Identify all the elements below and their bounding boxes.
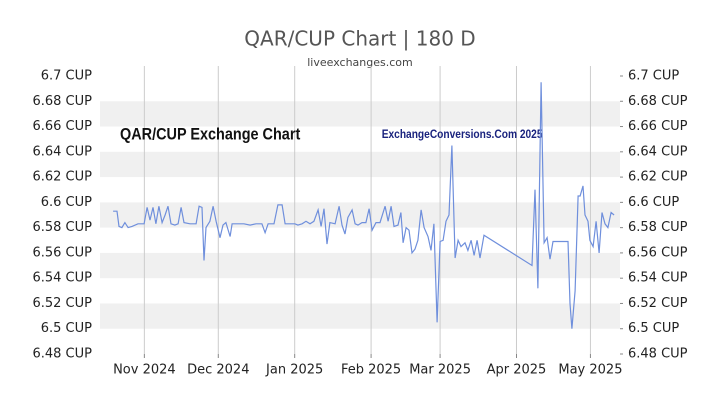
chart-title: QAR/CUP Chart | 180 D <box>244 27 475 51</box>
y2-tick-label: 6.68 CUP <box>628 94 688 109</box>
annotation: QAR/CUP Exchange Chart <box>120 125 301 143</box>
x-tick-label: Nov 2024 <box>113 363 176 378</box>
y-tick-label: 6.48 CUP <box>32 347 92 362</box>
x-tick-label: Dec 2024 <box>187 363 249 378</box>
y-tick-label: 6.7 CUP <box>41 69 92 84</box>
y2-tick-label: 6.58 CUP <box>628 220 688 235</box>
y2-tick-label: 6.7 CUP <box>628 69 679 84</box>
y2-tick-label: 6.52 CUP <box>628 296 688 311</box>
y-tick-label: 6.66 CUP <box>32 119 92 134</box>
chart-subtitle: liveexchanges.com <box>307 56 412 69</box>
x-tick-label: Jan 2025 <box>265 363 323 378</box>
y2-tick-label: 6.6 CUP <box>628 195 679 210</box>
y-tick-label: 6.58 CUP <box>32 220 92 235</box>
y-tick-label: 6.62 CUP <box>32 170 92 185</box>
grid-band <box>100 252 620 279</box>
grid-band <box>100 303 620 329</box>
y2-tick-label: 6.56 CUP <box>628 245 688 260</box>
y2-tick-label: 6.62 CUP <box>628 170 688 185</box>
y2-tick-label: 6.64 CUP <box>628 144 688 159</box>
grid-band <box>100 101 620 127</box>
annotation: ExchangeConversions.Com 2025 <box>382 128 543 141</box>
x-tick-label: Apr 2025 <box>487 363 547 378</box>
x-tick-label: Mar 2025 <box>409 363 471 378</box>
y-tick-label: 6.6 CUP <box>41 195 92 210</box>
x-tick-label: May 2025 <box>558 363 622 378</box>
y-tick-label: 6.56 CUP <box>32 245 92 260</box>
y-tick-label: 6.54 CUP <box>32 271 92 286</box>
x-tick-label: Feb 2025 <box>341 363 401 378</box>
grid-band <box>100 151 620 178</box>
y-tick-label: 6.68 CUP <box>32 94 92 109</box>
line-series <box>113 82 615 329</box>
y2-tick-label: 6.5 CUP <box>628 321 679 336</box>
y2-tick-label: 6.66 CUP <box>628 119 688 134</box>
y2-tick-label: 6.48 CUP <box>628 347 688 362</box>
y2-tick-label: 6.54 CUP <box>628 271 688 286</box>
y-tick-label: 6.64 CUP <box>32 144 92 159</box>
y-tick-label: 6.52 CUP <box>32 296 92 311</box>
y-tick-label: 6.5 CUP <box>41 321 92 336</box>
